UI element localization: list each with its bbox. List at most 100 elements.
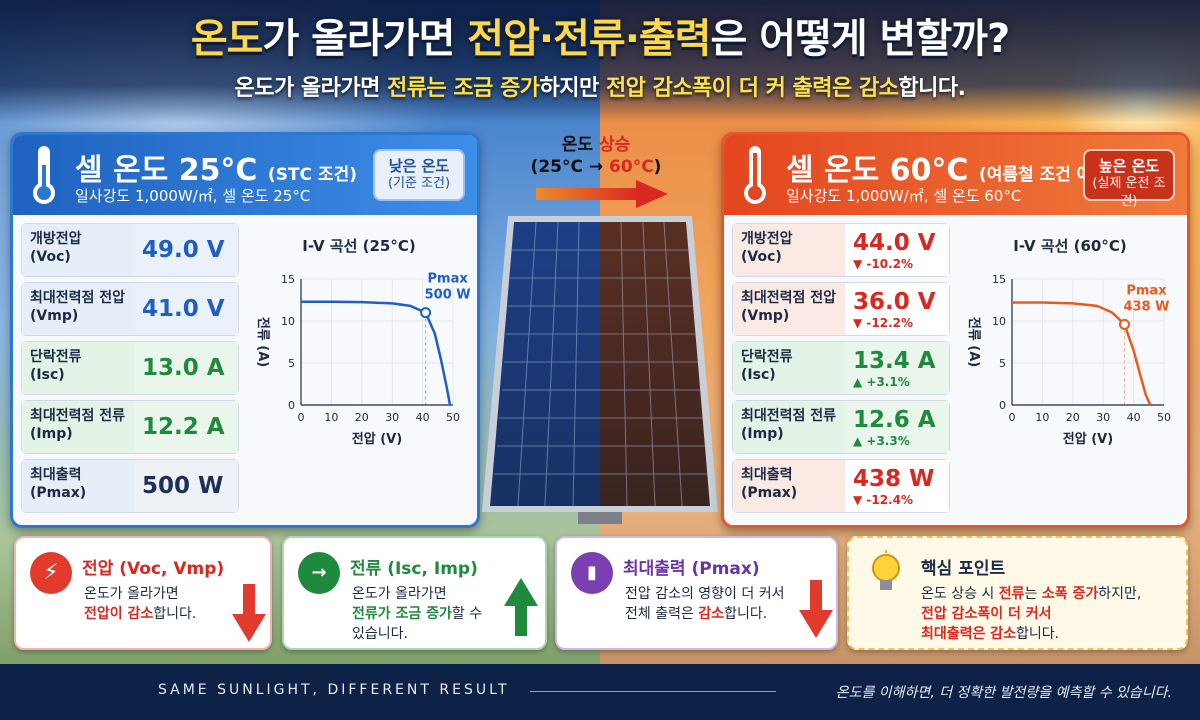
metric-value: 12.2 A xyxy=(134,401,238,453)
metric-label: 단락전류 (Isc) xyxy=(733,342,845,394)
metric-value-text: 44.0 V xyxy=(853,229,936,256)
card-power: ▮ 최대출력 (Pmax) 전압 감소의 영향이 더 커서 전체 출력은 감소합… xyxy=(555,536,838,650)
title-highlight-vars: 전압·전류·출력 xyxy=(467,16,711,62)
panel-25c-title-main: 셀 온도 25°C xyxy=(75,153,258,188)
pmax-point xyxy=(1118,318,1130,330)
x-tick-label: 40 xyxy=(416,411,430,424)
current-flow-icon: → xyxy=(298,552,340,594)
y-axis-label: 전류 (A) xyxy=(255,317,271,367)
metric-row-isc: 단락전류 (Isc) 13.4 A ▲ +3.1% xyxy=(732,341,950,395)
thermometer-icon xyxy=(33,146,55,204)
metric-change: ▼ -12.2% xyxy=(853,315,914,330)
metric-row-voc: 개방전압 (Voc) 49.0 V xyxy=(21,223,239,277)
panel-25c-badge: 낮은 온도 (기준 조건) xyxy=(373,149,465,201)
pmax-point xyxy=(420,307,432,319)
subtitle-text-3: 합니다. xyxy=(898,76,966,101)
metric-row-voc: 개방전압 (Voc) 44.0 V ▼ -10.2% xyxy=(732,223,950,277)
metric-value: 438 W ▼ -12.4% xyxy=(845,460,949,512)
metric-value-text: 12.2 A xyxy=(142,414,225,440)
pmax-annotation-value: 438 W xyxy=(1123,299,1169,314)
rise-text-1: 온도 xyxy=(561,135,599,155)
y-tick-label: 5 xyxy=(288,357,295,370)
title-text-2: 은 어떻게 변할까? xyxy=(710,16,1011,62)
y-tick-label: 15 xyxy=(281,273,295,286)
rise-text-2: 상승 xyxy=(598,135,631,155)
card-key-title: 핵심 포인트 xyxy=(921,559,1006,579)
y-tick-label: 10 xyxy=(281,315,295,328)
rise-text-5: ) xyxy=(653,157,662,177)
x-tick-label: 30 xyxy=(385,411,399,424)
metric-label-name: 최대전력점 전압 xyxy=(30,290,126,306)
metric-label-symbol: (Pmax) xyxy=(30,485,87,501)
x-tick-label: 0 xyxy=(298,411,305,424)
x-tick-label: 40 xyxy=(1127,411,1141,424)
footer-divider xyxy=(530,691,776,692)
metric-label: 개방전압 (Voc) xyxy=(733,224,845,276)
page-title: 온도가 올라가면 전압·전류·출력은 어떻게 변할까? xyxy=(0,6,1200,64)
card-key-body: 온도 상승 시 전류는 소폭 증가하지만, 전압 감소폭이 더 커서 최대출력은… xyxy=(921,584,1141,644)
metric-label-name: 개방전압 xyxy=(30,231,82,247)
y-axis-label: 전류 (A) xyxy=(966,317,982,367)
subtitle-text-1: 온도가 올라가면 xyxy=(234,76,388,101)
card-key-text-2: 는 xyxy=(1024,586,1042,602)
metric-value: 41.0 V xyxy=(134,283,238,335)
panel-25c-title: 셀 온도 25°C (STC 조건) xyxy=(75,145,357,189)
card-voltage-line1: 온도가 올라가면 xyxy=(84,586,179,602)
thermometer-icon xyxy=(744,146,766,204)
metric-value-text: 13.0 A xyxy=(142,355,225,381)
metric-row-pmax: 최대출력 (Pmax) 500 W xyxy=(21,459,239,513)
card-current-line1: 온도가 올라가면 xyxy=(352,586,447,602)
metric-label: 단락전류 (Isc) xyxy=(22,342,134,394)
footer-tagline: SAME SUNLIGHT, DIFFERENT RESULT xyxy=(158,682,510,698)
metric-label-name: 개방전압 xyxy=(741,231,793,247)
card-current-title: 전류 (Isc, Imp) xyxy=(350,559,478,579)
panel-60c-subtitle: 일사강도 1,000W/㎡, 셀 온도 60°C xyxy=(786,187,1022,205)
card-voltage: ⚡ 전압 (Voc, Vmp) 온도가 올라가면 전압이 감소합니다. xyxy=(14,536,272,650)
subtitle-highlight-1: 전류는 조금 증가 xyxy=(387,76,540,101)
panel-25c-badge-main: 낮은 온도 xyxy=(388,157,450,175)
panel-60c-metrics: 개방전압 (Voc) 44.0 V ▼ -10.2% 최대전력점 전압 (Vmp) 3… xyxy=(732,223,950,518)
metric-value: 36.0 V ▼ -12.2% xyxy=(845,283,949,335)
card-current-line2: 할 수 xyxy=(451,606,483,622)
iv-curve-line xyxy=(1012,301,1152,406)
x-tick-label: 20 xyxy=(355,411,369,424)
metric-label-symbol: (Imp) xyxy=(30,426,73,442)
card-current: → 전류 (Isc, Imp) 온도가 올라가면 전류가 조금 증가할 수 있습… xyxy=(282,536,547,650)
panel-60c-badge-main: 높은 온도 xyxy=(1098,157,1160,175)
metric-change: ▼ -10.2% xyxy=(853,256,914,271)
panel-25c-title-note: (STC 조건) xyxy=(267,165,357,185)
footer-bar: SAME SUNLIGHT, DIFFERENT RESULT 온도를 이해하면… xyxy=(0,664,1200,720)
card-current-line3: 있습니다. xyxy=(352,626,408,642)
arrow-down-icon xyxy=(232,584,266,642)
panel-60c-badge-sub: (실제 운전 조건) xyxy=(1092,176,1166,209)
y-tick-label: 0 xyxy=(999,399,1006,412)
y-tick-label: 5 xyxy=(999,357,1006,370)
metric-label: 최대전력점 전압 (Vmp) xyxy=(733,283,845,335)
panel-25c-metrics: 개방전압 (Voc) 49.0 V 최대전력점 전압 (Vmp) 41.0 V 단락… xyxy=(21,223,239,518)
x-tick-label: 30 xyxy=(1096,411,1110,424)
card-voltage-highlight: 전압이 감소 xyxy=(84,606,154,622)
pmax-annotation-label: Pmax xyxy=(1126,283,1167,298)
metric-label-symbol: (Voc) xyxy=(741,249,782,265)
panel-60c-header: 셀 온도 60°C (여름철 조건 예시) 일사강도 1,000W/㎡, 셀 온… xyxy=(724,135,1187,215)
metric-row-vmp: 최대전력점 전압 (Vmp) 41.0 V xyxy=(21,282,239,336)
panel-25c-header: 셀 온도 25°C (STC 조건) 일사강도 1,000W/㎡, 셀 온도 2… xyxy=(13,135,477,215)
panel-60c-title-main: 셀 온도 60°C xyxy=(786,153,969,188)
card-key-point: 핵심 포인트 온도 상승 시 전류는 소폭 증가하지만, 전압 감소폭이 더 커… xyxy=(847,536,1188,650)
card-power-line2a: 전체 출력은 xyxy=(625,606,699,622)
x-tick-label: 0 xyxy=(1009,411,1016,424)
card-voltage-title: 전압 (Voc, Vmp) xyxy=(82,559,225,579)
metric-label: 최대전력점 전압 (Vmp) xyxy=(22,283,134,335)
arrow-up-icon xyxy=(504,578,538,636)
metric-value-text: 438 W xyxy=(853,465,935,492)
metric-change: ▲ +3.1% xyxy=(853,374,910,389)
card-key-hl-3: 전압 감소폭이 더 커서 xyxy=(921,606,1052,622)
metric-label-name: 최대출력 xyxy=(30,467,82,483)
chart-title-60c: I-V 곡선 (60°C) xyxy=(1013,237,1127,255)
panel-60c-title-note: (여름철 조건 예시) xyxy=(978,165,1116,185)
metric-value-text: 36.0 V xyxy=(853,288,936,315)
panel-60c: 셀 온도 60°C (여름철 조건 예시) 일사강도 1,000W/㎡, 셀 온… xyxy=(721,132,1190,528)
solar-panel-illustration xyxy=(482,216,718,524)
